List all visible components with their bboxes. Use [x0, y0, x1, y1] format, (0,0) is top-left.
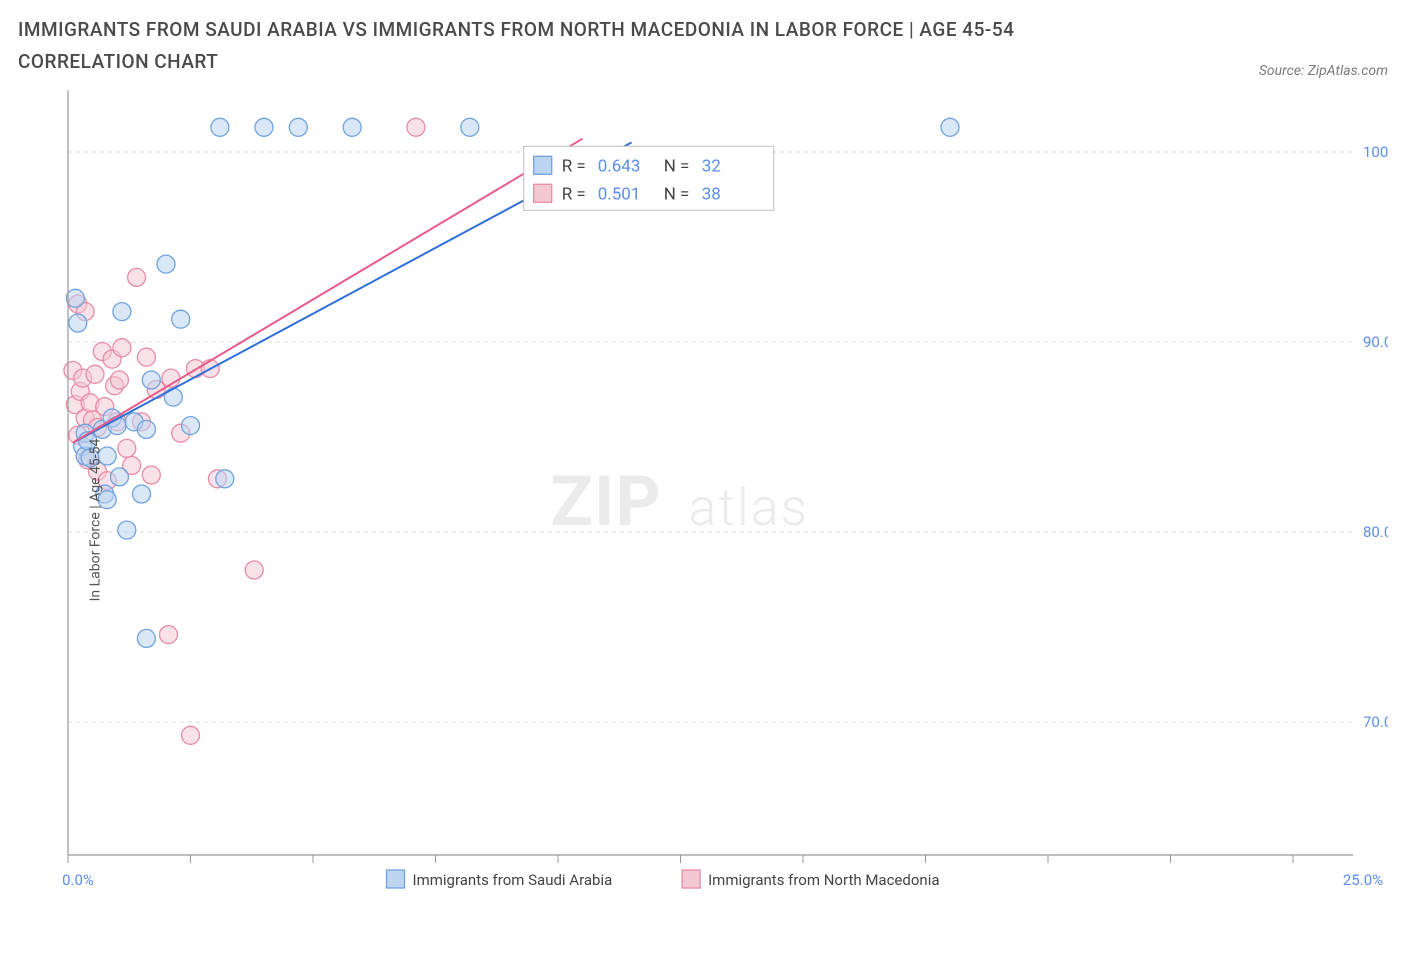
svg-text:atlas: atlas: [689, 477, 810, 538]
chart-title: IMMIGRANTS FROM SAUDI ARABIA VS IMMIGRAN…: [18, 14, 1128, 79]
svg-text:N =: N =: [664, 184, 690, 204]
svg-text:Immigrants from North Macedoni: Immigrants from North Macedonia: [708, 871, 939, 889]
svg-text:ZIP: ZIP: [551, 461, 662, 543]
svg-text:Immigrants from Saudi Arabia: Immigrants from Saudi Arabia: [413, 871, 613, 889]
svg-text:N =: N =: [664, 156, 690, 176]
source-credit: Source: ZipAtlas.com: [1259, 63, 1388, 79]
svg-text:0.501: 0.501: [598, 184, 641, 204]
svg-text:70.0%: 70.0%: [1363, 713, 1388, 731]
svg-text:80.0%: 80.0%: [1363, 523, 1388, 541]
svg-text:100.0%: 100.0%: [1363, 143, 1388, 161]
svg-text:0.0%: 0.0%: [62, 871, 94, 889]
svg-text:0.643: 0.643: [598, 156, 641, 176]
svg-text:90.0%: 90.0%: [1363, 333, 1388, 351]
svg-text:R =: R =: [562, 184, 586, 204]
svg-text:32: 32: [702, 156, 721, 176]
svg-text:25.0%: 25.0%: [1343, 871, 1383, 889]
chart-container: In Labor Force | Age 45-54 70.0% 80.0% 90.…: [18, 85, 1388, 955]
svg-text:R =: R =: [562, 156, 586, 176]
y-axis-label: In Labor Force | Age 45-54: [87, 438, 103, 601]
svg-text:38: 38: [702, 184, 721, 204]
scatter-chart-svg: 70.0% 80.0% 90.0% 100.0% ZIP atlas 0.0% 25.0% R …: [18, 85, 1388, 955]
